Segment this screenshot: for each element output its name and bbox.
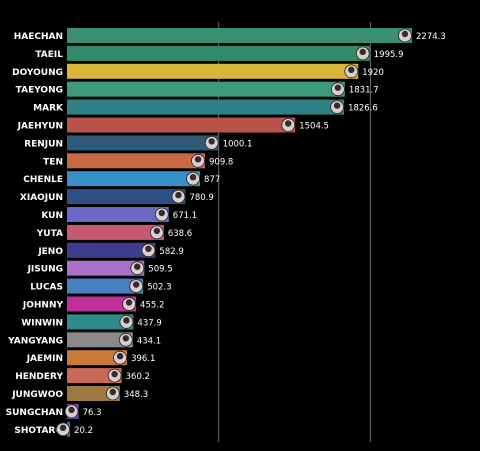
value-label: 509.5 <box>148 265 172 275</box>
avatar-face <box>158 209 166 217</box>
category-label: HENDERY <box>15 372 63 382</box>
avatar-face <box>285 120 292 127</box>
value-label: 360.2 <box>126 372 150 382</box>
bar <box>67 99 345 115</box>
avatar-face <box>111 370 118 378</box>
avatar-face <box>123 317 130 324</box>
bar <box>67 314 134 330</box>
value-label: 671.1 <box>173 211 197 221</box>
avatar-face <box>145 245 152 252</box>
value-label: 1000.1 <box>223 139 253 149</box>
avatar-face <box>208 138 215 145</box>
category-label: CHENLE <box>23 175 63 185</box>
category-label: JAEHYUN <box>17 122 63 132</box>
bar <box>67 28 412 43</box>
category-label: YUTA <box>36 229 63 239</box>
avatar-face <box>334 84 342 91</box>
category-label: JISUNG <box>27 265 63 275</box>
category-label: LUCAS <box>30 283 63 293</box>
category-label: WINWIN <box>21 318 63 328</box>
category-label: JOHNNY <box>22 301 64 311</box>
value-label: 780.9 <box>189 193 213 203</box>
category-label: MARK <box>33 104 64 114</box>
value-label: 582.9 <box>159 247 183 257</box>
bar <box>67 171 201 187</box>
avatar-face <box>134 263 141 270</box>
value-label: 1504.5 <box>299 122 329 132</box>
avatar-face <box>125 299 133 306</box>
value-label: 2274.3 <box>416 32 446 42</box>
value-label: 1920 <box>362 68 384 78</box>
value-label: 877 <box>204 175 220 185</box>
category-label: TAEYONG <box>16 86 63 96</box>
bar <box>67 63 359 79</box>
category-label: SHOTARO <box>14 426 63 436</box>
category-label: JAEMIN <box>26 354 63 364</box>
category-label: TEN <box>43 157 63 167</box>
category-label: XIAOJUN <box>20 193 63 203</box>
value-label: 1831.7 <box>349 86 379 96</box>
value-label: 1995.9 <box>374 50 404 60</box>
avatar-face <box>116 353 124 360</box>
bar <box>67 260 145 276</box>
avatar-face <box>333 102 341 109</box>
bar <box>67 278 144 294</box>
category-label: YANGYANG <box>7 336 63 346</box>
category-label: TAEIL <box>35 50 63 60</box>
avatar-face <box>59 424 67 431</box>
category-label: SUNGCHAN <box>6 408 63 418</box>
bar <box>67 224 164 240</box>
value-label: 638.6 <box>168 229 192 239</box>
avatar-face <box>189 174 197 181</box>
bar <box>67 350 128 366</box>
bar <box>67 386 120 401</box>
category-label: JENO <box>37 247 63 257</box>
bar <box>67 368 122 384</box>
avatar-face <box>153 227 161 235</box>
bar <box>67 135 219 151</box>
category-label: DOYOUNG <box>12 68 63 78</box>
avatar-face <box>109 388 117 396</box>
value-label: 1826.6 <box>348 104 378 114</box>
bar <box>67 81 345 97</box>
bar <box>67 296 137 312</box>
value-label: 20.2 <box>74 426 93 436</box>
avatar-face <box>359 48 366 56</box>
avatar-face <box>68 406 75 414</box>
avatar-face <box>132 281 140 288</box>
avatar-face <box>194 156 202 163</box>
category-label: RENJUN <box>24 139 63 149</box>
bar <box>67 117 296 133</box>
value-label: 502.3 <box>147 283 171 293</box>
avatar-face <box>348 66 355 74</box>
avatar-face <box>122 335 130 342</box>
category-label: KUN <box>41 211 63 221</box>
value-label: 434.1 <box>137 336 161 346</box>
bar <box>67 189 186 205</box>
category-label: JUNGWOO <box>11 390 63 400</box>
value-label: 437.9 <box>137 318 161 328</box>
value-label: 348.3 <box>124 390 148 400</box>
value-label: 396.1 <box>131 354 155 364</box>
value-label: 76.3 <box>83 408 102 418</box>
category-label: HAECHAN <box>14 32 63 42</box>
bar <box>67 332 133 348</box>
value-label: 909.8 <box>209 157 233 167</box>
bar <box>67 45 370 61</box>
bar <box>67 153 206 169</box>
bar <box>67 242 156 258</box>
avatar-face <box>175 191 182 199</box>
avatar-face <box>401 30 409 38</box>
bar <box>67 207 169 222</box>
value-label: 455.2 <box>140 301 164 311</box>
